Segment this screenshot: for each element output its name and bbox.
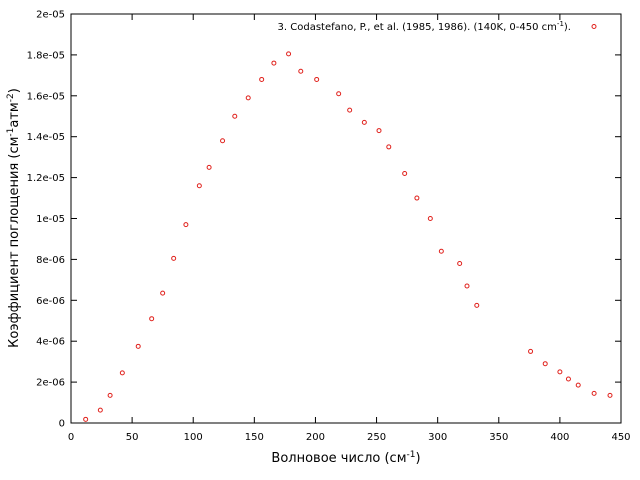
legend-label-tail: ). <box>564 22 571 33</box>
data-point <box>135 343 141 349</box>
plot-frame <box>70 13 622 424</box>
x-tick-label: 250 <box>367 432 386 443</box>
data-point <box>107 392 113 398</box>
legend-marker <box>591 24 597 29</box>
y-tick-label: 2e-05 <box>36 10 65 21</box>
data-point <box>542 361 548 367</box>
data-point <box>457 260 463 266</box>
data-point <box>259 76 265 82</box>
legend: 3. Codastefano, P., et al. (1985, 1986).… <box>278 20 597 33</box>
data-point <box>220 138 226 144</box>
x-tick-label: 450 <box>611 432 630 443</box>
data-point <box>474 302 480 308</box>
data-point <box>361 119 367 125</box>
y-tick-label: 1.6e-05 <box>27 91 65 102</box>
x-axis-title: Волновое число (см-1) <box>271 450 420 466</box>
data-point <box>438 248 444 254</box>
x-tick-label: 150 <box>245 432 264 443</box>
data-point <box>386 144 392 150</box>
data-point <box>376 128 382 134</box>
y-axis-ticks: 0 2e-06 4e-06 6e-06 8e-06 1e-05 1.2e-05 1.4e-05… <box>27 10 621 430</box>
x-axis-title-tail: ) <box>415 451 420 466</box>
y-tick-label: 1.2e-05 <box>27 173 65 184</box>
y-tick-label: 4e-06 <box>36 337 65 348</box>
y-axis-title-mid: атм <box>7 102 22 127</box>
data-point <box>347 107 353 113</box>
data-point <box>97 407 103 413</box>
data-point <box>557 369 563 375</box>
legend-label: 3. Codastefano, P., et al. (1985, 1986).… <box>278 20 571 33</box>
x-tick-label: 400 <box>550 432 569 443</box>
y-axis-title-tail: ) <box>7 88 22 93</box>
data-point <box>196 183 202 189</box>
data-point <box>232 113 238 119</box>
data-point <box>171 255 177 261</box>
x-tick-label: 350 <box>489 432 508 443</box>
x-axis-title-sup: -1 <box>407 450 416 460</box>
data-point <box>336 91 342 97</box>
y-axis-title-main: Коэффициент поглощения (см <box>7 137 22 348</box>
data-point <box>245 95 251 101</box>
data-point <box>298 68 304 74</box>
data-point <box>271 60 277 66</box>
y-axis-title-sup1: -1 <box>6 128 16 137</box>
data-point <box>607 392 613 398</box>
x-tick-label: 100 <box>184 432 203 443</box>
data-point <box>149 316 155 322</box>
y-tick-label: 1.4e-05 <box>27 132 65 143</box>
data-point <box>183 222 189 228</box>
y-axis-title: Коэффициент поглощения (см-1атм-2) <box>6 88 22 348</box>
data-point <box>528 348 534 354</box>
data-point <box>414 195 420 201</box>
y-tick-label: 8e-06 <box>36 255 65 266</box>
x-tick-label: 50 <box>126 432 139 443</box>
y-tick-label: 6e-06 <box>36 296 65 307</box>
data-point <box>464 283 470 289</box>
legend-label-sup: -1 <box>557 20 564 28</box>
legend-label-main: 3. Codastefano, P., et al. (1985, 1986).… <box>278 22 557 33</box>
y-tick-label: 2e-06 <box>36 378 65 389</box>
data-points <box>83 51 613 422</box>
data-point <box>591 390 597 396</box>
x-axis-ticks: 0 50 100 150 200 250 300 350 400 450 <box>68 14 631 443</box>
x-tick-label: 200 <box>306 432 325 443</box>
data-point <box>575 382 581 388</box>
data-point <box>565 376 571 382</box>
y-tick-label: 1e-05 <box>36 214 65 225</box>
data-point <box>206 164 212 170</box>
data-point <box>83 416 89 422</box>
y-axis-title-sup2: -2 <box>6 93 16 102</box>
x-tick-label: 300 <box>428 432 447 443</box>
x-tick-label: 0 <box>68 432 74 443</box>
y-tick-label: 0 <box>59 419 65 430</box>
x-axis-title-main: Волновое число (см <box>271 451 406 466</box>
data-point <box>119 370 125 376</box>
y-tick-label: 1.8e-05 <box>27 50 65 61</box>
data-point <box>286 51 292 57</box>
data-point <box>160 290 166 296</box>
data-point <box>427 216 433 221</box>
data-point <box>314 76 320 82</box>
data-point <box>402 171 408 177</box>
